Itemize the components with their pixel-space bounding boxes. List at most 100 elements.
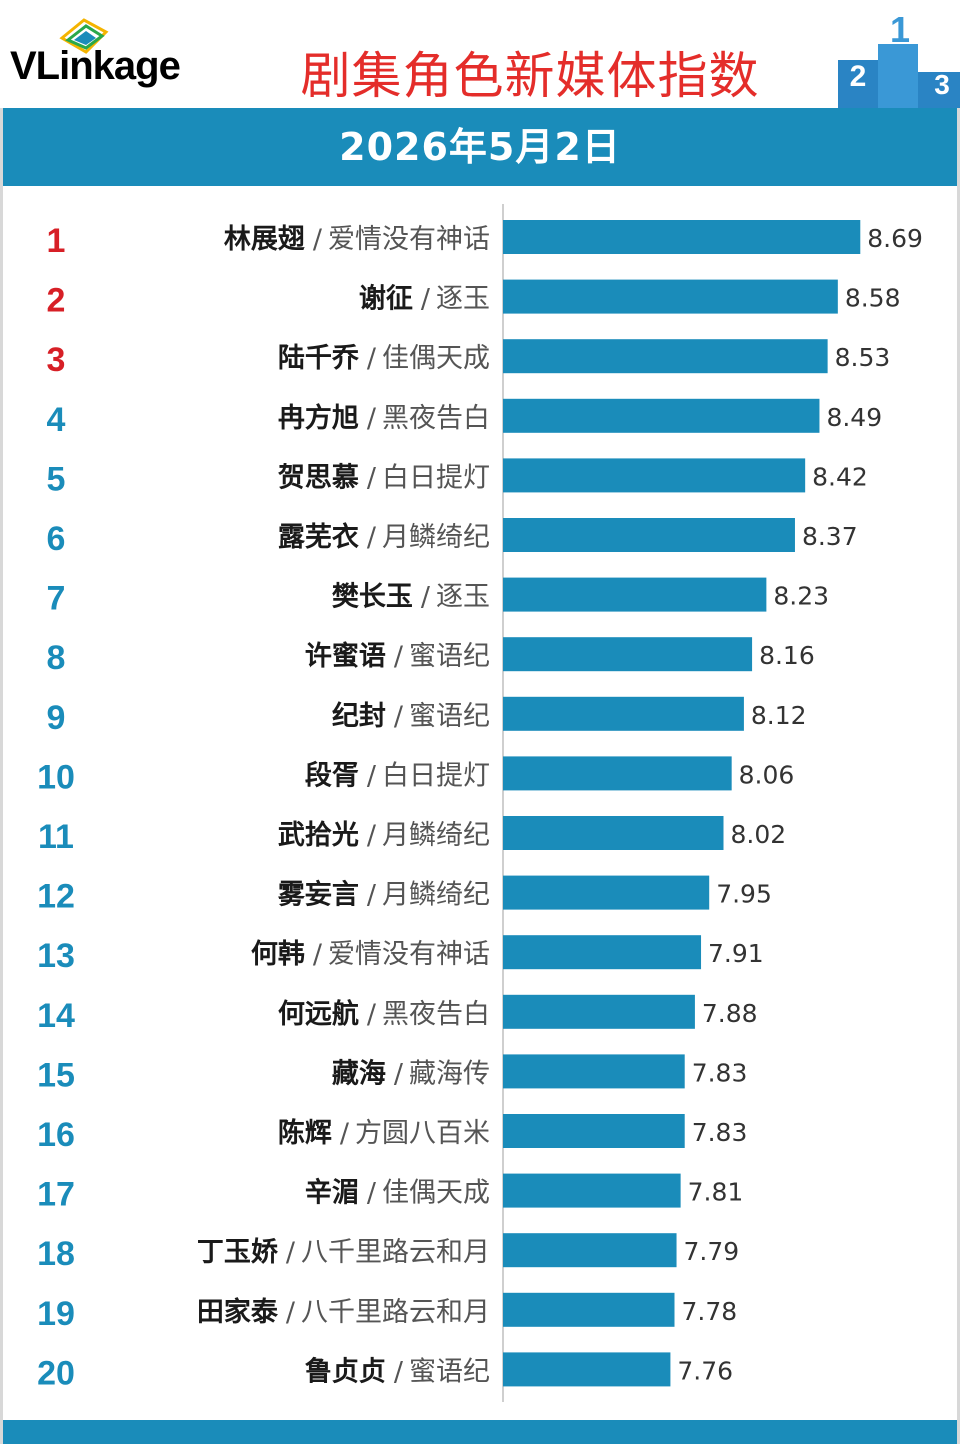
rank-number: 1	[47, 222, 66, 260]
page-title: 剧集角色新媒体指数	[300, 47, 760, 105]
separator: /	[286, 1237, 296, 1268]
bar	[503, 339, 828, 374]
value-label: 8.49	[826, 403, 882, 432]
value-label: 7.83	[692, 1118, 748, 1147]
character-name: 贺思慕	[278, 462, 359, 493]
drama-name: 佳偶天成	[382, 1178, 490, 1209]
podium-second-label: 2	[850, 60, 867, 93]
value-label: 8.23	[773, 582, 829, 611]
drama-name: 佳偶天成	[382, 343, 490, 374]
bar	[503, 994, 695, 1029]
value-label: 8.02	[731, 820, 787, 849]
value-label: 7.95	[716, 880, 772, 909]
character-name: 谢征	[359, 284, 413, 315]
bar	[503, 696, 744, 731]
value-label: 7.81	[688, 1178, 744, 1207]
rank-number: 18	[37, 1235, 75, 1273]
footer-bar	[3, 1420, 957, 1444]
rank-number: 10	[37, 758, 75, 796]
bar	[503, 458, 806, 493]
separator: /	[394, 1356, 404, 1387]
separator: /	[367, 820, 377, 851]
separator: /	[286, 1297, 296, 1328]
separator: /	[394, 701, 404, 732]
bar	[503, 1173, 681, 1208]
podium-third-label: 3	[934, 69, 950, 100]
character-name: 冉方旭	[278, 402, 359, 434]
row-label: 田家泰 / 八千里路云和月	[197, 1296, 490, 1328]
rank-number: 12	[37, 878, 75, 916]
podium-icon: 2 1 3	[838, 14, 960, 108]
drama-name: 蜜语纪	[409, 701, 490, 732]
character-name: 许蜜语	[305, 641, 386, 672]
rank-number: 20	[37, 1354, 75, 1392]
separator: /	[421, 284, 431, 315]
separator: /	[367, 880, 377, 911]
row-label: 露芜衣 / 月鳞绮纪	[278, 521, 490, 553]
separator: /	[313, 939, 323, 970]
row-label: 樊长玉 / 逐玉	[332, 582, 490, 613]
bar	[503, 1233, 677, 1268]
row-label: 许蜜语 / 蜜语纪	[305, 641, 490, 672]
row-label: 林展翅 / 爱情没有神话	[224, 224, 490, 255]
separator: /	[367, 522, 377, 553]
drama-name: 八千里路云和月	[301, 1237, 490, 1268]
frame-right-border	[957, 0, 960, 1444]
rank-number: 15	[37, 1056, 75, 1094]
character-name: 鲁贞贞	[305, 1356, 386, 1387]
drama-name: 逐玉	[436, 284, 490, 315]
drama-name: 八千里路云和月	[301, 1297, 490, 1328]
separator: /	[367, 999, 377, 1030]
value-label: 7.91	[708, 939, 764, 968]
bar	[503, 577, 767, 612]
row-label: 冉方旭 / 黑夜告白	[278, 402, 490, 434]
drama-name: 蜜语纪	[409, 641, 490, 672]
character-name: 何韩	[251, 939, 305, 970]
drama-name: 蜜语纪	[409, 1356, 490, 1387]
character-name: 陆千乔	[278, 343, 360, 374]
bar	[503, 756, 732, 791]
logo-text: VLinkage	[10, 44, 181, 88]
bar	[503, 935, 702, 970]
character-name: 露芜衣	[278, 521, 359, 553]
drama-name: 白日提灯	[382, 760, 490, 791]
row-label: 雾妄言 / 月鳞绮纪	[278, 879, 490, 911]
row-label: 藏海 / 藏海传	[332, 1058, 490, 1089]
character-name: 武拾光	[278, 820, 359, 851]
drama-name: 逐玉	[436, 582, 490, 613]
frame-left-border	[0, 0, 3, 1444]
value-label: 8.53	[835, 343, 891, 372]
row-label: 何韩 / 爱情没有神话	[251, 939, 490, 970]
drama-name: 月鳞绮纪	[382, 522, 490, 553]
bar	[503, 279, 838, 314]
row-label: 贺思慕 / 白日提灯	[278, 462, 490, 493]
date-banner: 2026年5月2日	[3, 108, 957, 186]
row-label: 武拾光 / 月鳞绮纪	[278, 820, 490, 851]
separator: /	[367, 343, 377, 374]
value-label: 8.12	[751, 701, 807, 730]
character-name: 纪封	[332, 700, 386, 732]
rank-number: 14	[37, 997, 75, 1035]
rank-number: 17	[37, 1176, 75, 1214]
value-label: 7.76	[677, 1356, 733, 1385]
value-label: 8.16	[759, 641, 815, 670]
separator: /	[367, 1178, 377, 1209]
value-label: 8.69	[867, 224, 923, 253]
value-label: 8.37	[802, 522, 858, 551]
vlinkage-logo: VLinkage	[10, 18, 220, 98]
character-name: 林展翅	[224, 224, 305, 255]
separator: /	[367, 462, 377, 493]
character-name: 段胥	[305, 760, 359, 791]
row-label: 陆千乔 / 佳偶天成	[278, 343, 490, 374]
separator: /	[394, 641, 404, 672]
bar	[503, 875, 710, 910]
character-name: 田家泰	[197, 1296, 279, 1328]
rank-number: 13	[37, 937, 75, 975]
bar	[503, 1352, 671, 1387]
bar	[503, 398, 820, 433]
character-name: 何远航	[278, 998, 359, 1030]
character-name: 陈辉	[278, 1117, 332, 1149]
drama-name: 藏海传	[409, 1058, 490, 1089]
character-name: 雾妄言	[278, 879, 359, 911]
bar	[503, 816, 724, 850]
